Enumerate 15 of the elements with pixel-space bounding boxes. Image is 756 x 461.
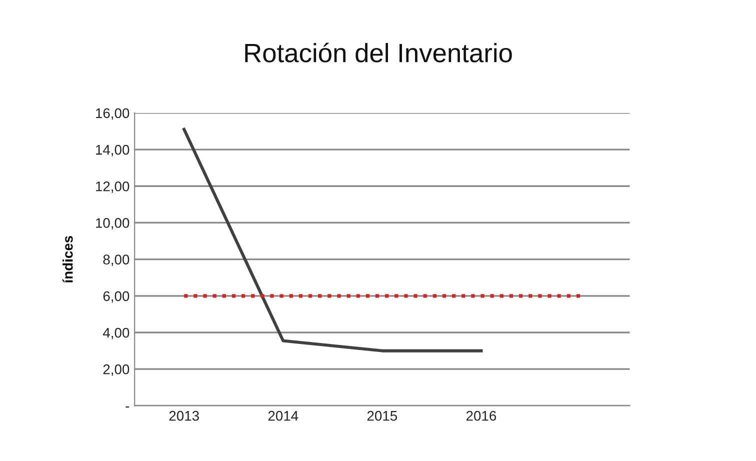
y-tick-label: 2,00 <box>103 364 130 376</box>
y-tick-label: 10,00 <box>96 218 130 230</box>
chart-title: Rotación del Inventario <box>245 42 512 62</box>
x-tick-label: 2013 <box>169 410 199 421</box>
y-tick-label: 8,00 <box>103 254 130 266</box>
x-tick-label: 2016 <box>466 410 496 421</box>
x-tick-label: 2015 <box>367 410 398 421</box>
y-axis-title: índices <box>62 236 73 282</box>
y-tick-label: 14,00 <box>96 144 130 156</box>
x-tick-label: 2014 <box>268 410 298 421</box>
y-tick-label: 4,00 <box>102 328 130 340</box>
y-tick-label: - <box>126 406 130 408</box>
y-tick-label: 12,00 <box>96 181 130 193</box>
y-tick-label: 16,00 <box>96 108 130 120</box>
y-tick-label: 6,00 <box>103 291 130 303</box>
